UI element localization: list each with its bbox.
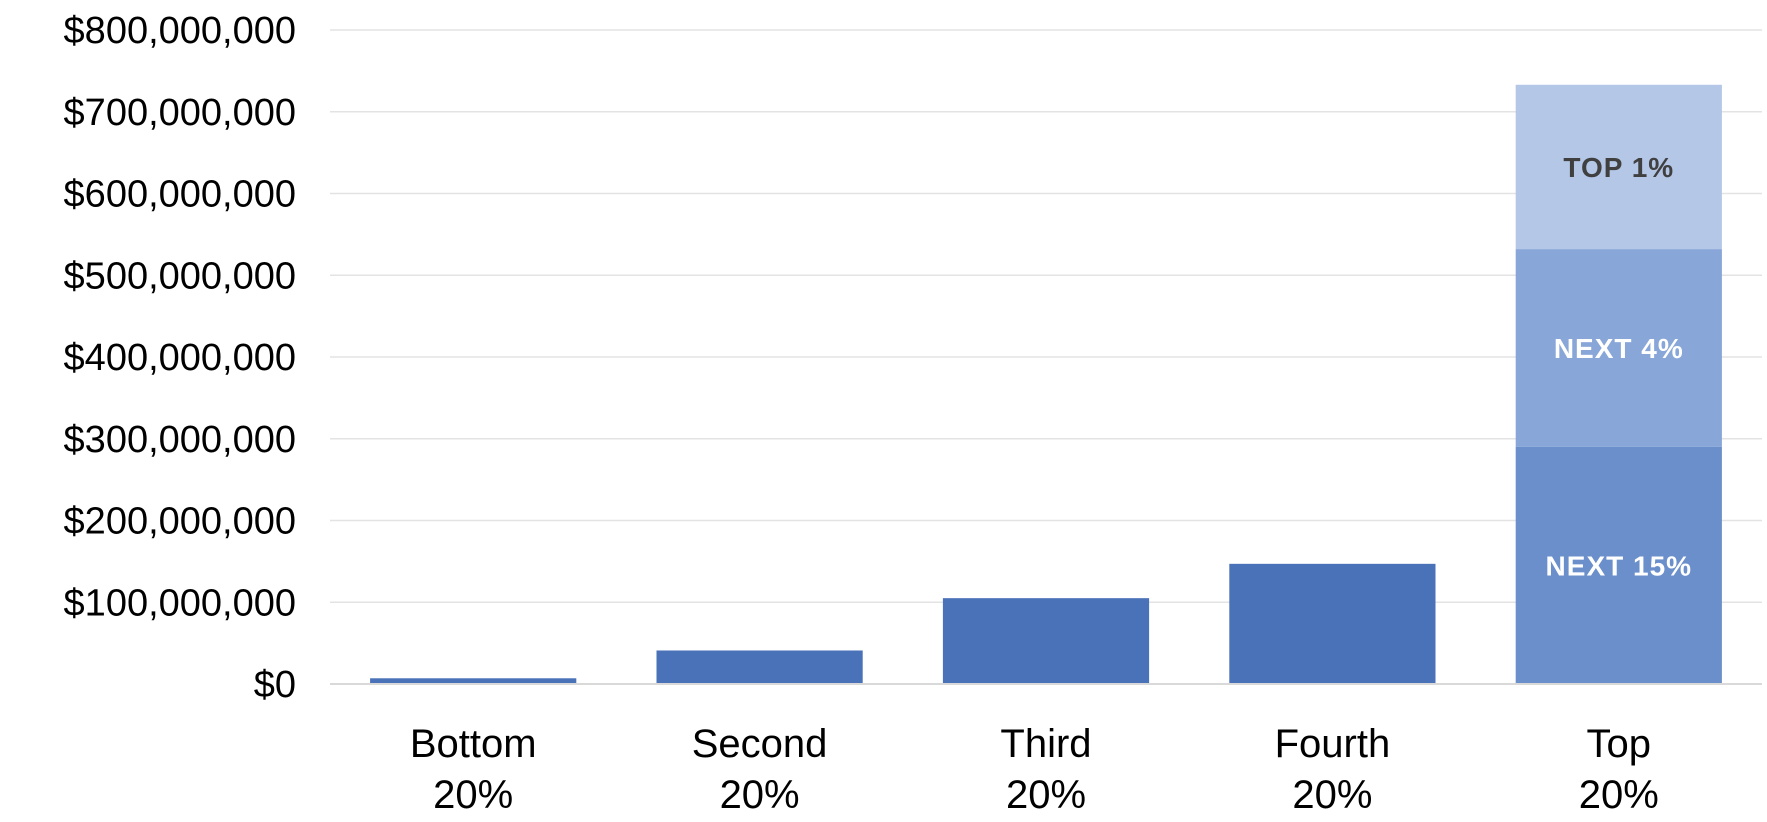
x-category-label: Fourth [1275,722,1391,766]
y-tick-label: $600,000,000 [64,174,296,216]
x-category-label-line2: 20% [1292,773,1372,817]
y-tick-label: $100,000,000 [64,582,296,624]
bar [370,678,577,684]
bar-segment-label: NEXT 4% [1554,333,1684,364]
x-category-label: Top [1587,722,1652,766]
bar [1515,446,1722,684]
y-tick-label: $800,000,000 [64,10,296,52]
bar [942,598,1150,684]
y-tick-label: $300,000,000 [64,419,296,461]
x-category-label-line2: 20% [720,773,800,817]
x-category-label-line2: 20% [433,773,513,817]
bar-segment-label: NEXT 15% [1546,550,1693,581]
y-axis-tick-labels: $0 $100,000,000 $200,000,000 $300,000,000 $4… [64,10,296,706]
x-category-label: Third [1000,722,1091,766]
y-tick-label: $200,000,000 [64,501,296,543]
gridlines [330,29,1762,603]
bars [370,84,1722,684]
x-category-label-line2: 20% [1006,773,1086,817]
bar [1229,563,1436,684]
x-axis-category-labels: Bottom 20% Second 20% Third 20% Fourth 20% Top 20… [410,722,1659,817]
bar-segment-label: TOP 1% [1563,152,1674,183]
x-category-label: Bottom [410,722,537,766]
x-category-label: Second [692,722,828,766]
y-tick-label: $700,000,000 [64,92,296,134]
segment-labels: NEXT 15% NEXT 4% TOP 1% [1546,152,1693,582]
bar [1515,249,1722,447]
bar [1515,84,1722,250]
y-tick-label: $400,000,000 [64,337,296,379]
y-tick-label: $0 [254,664,296,706]
bar [656,650,863,684]
y-tick-label: $500,000,000 [64,255,296,297]
x-category-label-line2: 20% [1579,773,1659,817]
